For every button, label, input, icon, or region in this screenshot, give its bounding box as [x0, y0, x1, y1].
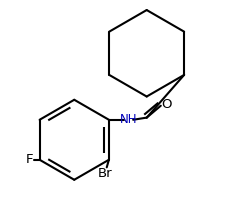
Text: O: O — [161, 98, 172, 111]
Text: NH: NH — [120, 113, 137, 126]
Text: Br: Br — [97, 167, 112, 180]
Text: F: F — [26, 153, 33, 166]
